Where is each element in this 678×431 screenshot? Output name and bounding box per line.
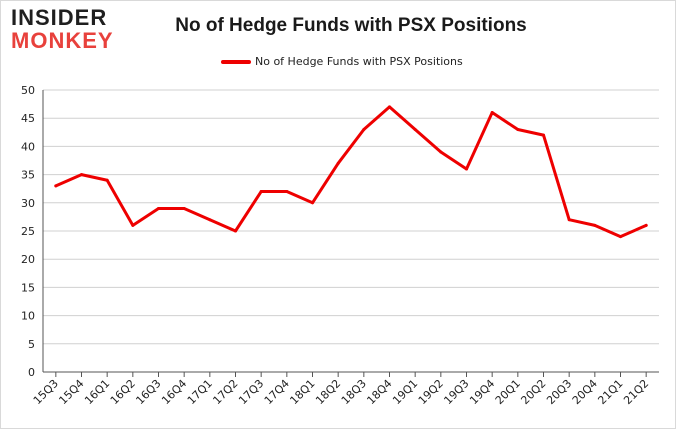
y-tick-label: 15 [21, 281, 35, 294]
y-tick-label: 45 [21, 112, 35, 125]
x-tick-label: 17Q1 [185, 377, 215, 407]
chart-legend: No of Hedge Funds with PSX Positions [221, 55, 463, 68]
data-point [490, 111, 494, 115]
x-tick-label: 16Q1 [82, 377, 112, 407]
data-point [311, 201, 314, 205]
x-tick-label: 17Q2 [210, 377, 240, 407]
data-point [80, 173, 83, 177]
data-point [131, 223, 135, 227]
x-tick-label: 16Q2 [108, 377, 138, 407]
y-tick-label: 10 [21, 310, 35, 323]
data-point [619, 235, 622, 239]
data-point [362, 127, 366, 131]
x-tick-label: 18Q4 [364, 377, 394, 407]
logo-line-2: MONKEY [11, 28, 114, 53]
data-point [439, 150, 443, 154]
data-point [542, 133, 545, 137]
data-point [234, 229, 237, 233]
series-line [54, 105, 648, 239]
y-tick-label: 50 [21, 84, 35, 97]
data-point [516, 127, 520, 131]
data-point [208, 218, 212, 222]
x-tick-label: 15Q3 [31, 377, 61, 407]
y-tick-label: 20 [21, 253, 35, 266]
legend-label: No of Hedge Funds with PSX Positions [255, 55, 463, 68]
insider-monkey-logo: INSIDER MONKEY [11, 7, 129, 52]
data-point [593, 223, 597, 227]
x-tick-label: 16Q3 [133, 377, 163, 407]
x-tick-label: 21Q1 [595, 377, 625, 407]
x-tick-label: 17Q3 [236, 377, 266, 407]
x-tick-label: 21Q2 [621, 377, 651, 407]
x-tick-label: 20Q4 [570, 377, 600, 407]
logo-line-1: INSIDER [11, 5, 108, 30]
data-point [413, 127, 417, 131]
x-tick-label: 20Q2 [518, 377, 548, 407]
data-point [182, 206, 186, 210]
data-point [388, 105, 391, 109]
x-tick-label: 15Q4 [56, 377, 86, 407]
x-tick-label: 18Q1 [287, 377, 317, 407]
y-tick-label: 0 [28, 366, 35, 379]
y-tick-label: 35 [21, 169, 35, 182]
data-point [465, 167, 468, 171]
data-point [54, 184, 58, 188]
chart-title: No of Hedge Funds with PSX Positions [175, 15, 527, 36]
x-tick-label: 20Q3 [544, 377, 574, 407]
x-tick-label: 19Q2 [416, 377, 446, 407]
data-point [567, 218, 571, 222]
x-tick-label: 19Q3 [441, 377, 471, 407]
legend-swatch [221, 59, 251, 64]
y-tick-label: 25 [21, 225, 35, 238]
data-point [285, 190, 289, 194]
x-tick-label: 18Q2 [313, 377, 343, 407]
x-tick-label: 16Q4 [159, 377, 189, 407]
data-point [336, 161, 340, 165]
x-tick-label: 19Q1 [390, 377, 420, 407]
x-tick-label: 19Q4 [467, 377, 497, 407]
data-point [157, 206, 160, 210]
data-point [644, 223, 648, 227]
data-point [105, 178, 109, 182]
y-tick-label: 30 [21, 197, 35, 210]
x-tick-label: 18Q3 [339, 377, 369, 407]
y-tick-label: 40 [21, 140, 35, 153]
x-tick-label: 20Q1 [493, 377, 523, 407]
x-tick-label: 17Q4 [262, 377, 292, 407]
y-tick-label: 5 [28, 338, 35, 351]
data-point [259, 190, 263, 194]
